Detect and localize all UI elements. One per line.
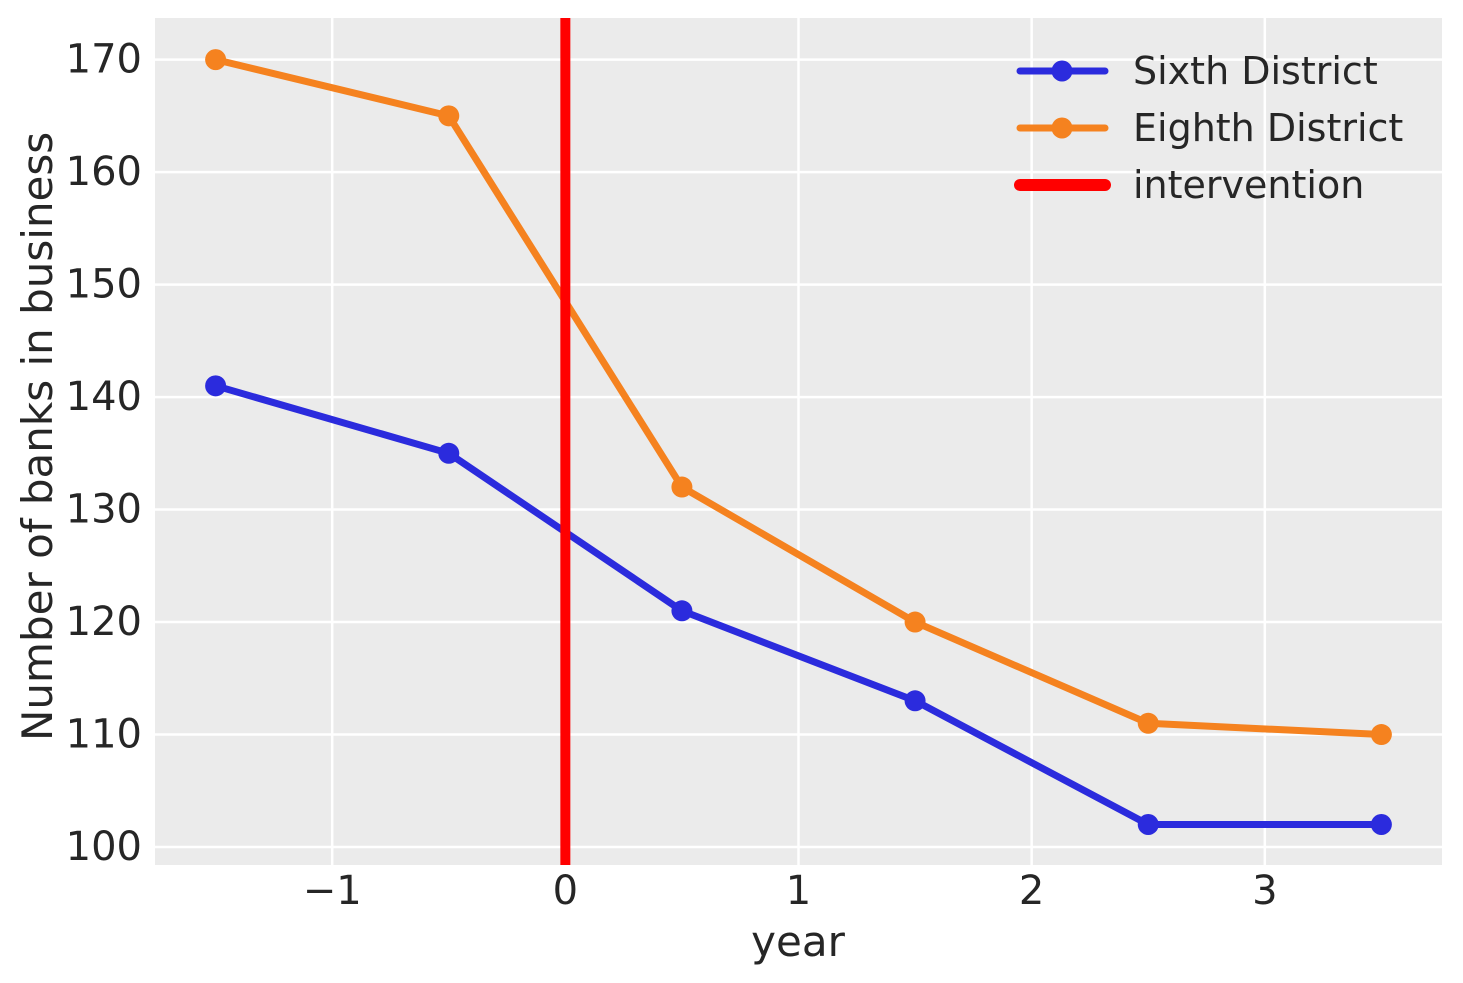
data-point-marker: [1370, 724, 1392, 746]
y-tick-label: 150: [66, 262, 142, 308]
legend-label: intervention: [1133, 163, 1364, 207]
series-sixth-district: [205, 375, 1392, 836]
data-point-marker: [671, 476, 693, 498]
legend-item-sixth-district: Sixth District: [1016, 49, 1378, 93]
y-axis-label: Number of banks in business: [13, 131, 62, 741]
data-point-marker: [205, 49, 227, 71]
data-point-marker: [1137, 712, 1159, 734]
data-point-marker: [1137, 814, 1159, 836]
data-point-marker: [205, 375, 227, 397]
x-axis-label: year: [751, 917, 845, 966]
data-point-marker: [904, 611, 926, 633]
legend-sample-marker: [1051, 60, 1073, 82]
y-tick-label: 160: [66, 149, 142, 195]
data-point-marker: [671, 600, 693, 622]
series-line: [212, 382, 1385, 829]
x-tick-label: −1: [303, 868, 362, 914]
y-tick-label: 100: [66, 824, 142, 870]
y-tick-label: 120: [66, 599, 142, 645]
data-point-marker: [438, 105, 460, 127]
x-tick-label: 3: [1252, 868, 1277, 914]
legend: Sixth District Eighth District interventio…: [1014, 49, 1403, 207]
x-tick-label: 0: [553, 868, 578, 914]
data-point-marker: [1370, 814, 1392, 836]
y-tick-label: 170: [66, 37, 142, 83]
legend-item-intervention: intervention: [1014, 163, 1364, 207]
series-eighth-district: [205, 49, 1392, 746]
x-tick-label: 1: [786, 868, 811, 914]
legend-item-eighth-district: Eighth District: [1016, 106, 1403, 150]
data-point-marker: [438, 442, 460, 464]
legend-sample-marker: [1051, 117, 1073, 139]
x-tick-label: 2: [1019, 868, 1044, 914]
data-point-marker: [904, 690, 926, 712]
series-line: [212, 56, 1385, 739]
legend-label: Eighth District: [1133, 106, 1403, 150]
y-tick-label: 140: [66, 374, 142, 420]
legend-label: Sixth District: [1133, 49, 1378, 93]
y-tick-label: 110: [66, 712, 142, 758]
y-tick-label: 130: [66, 487, 142, 533]
